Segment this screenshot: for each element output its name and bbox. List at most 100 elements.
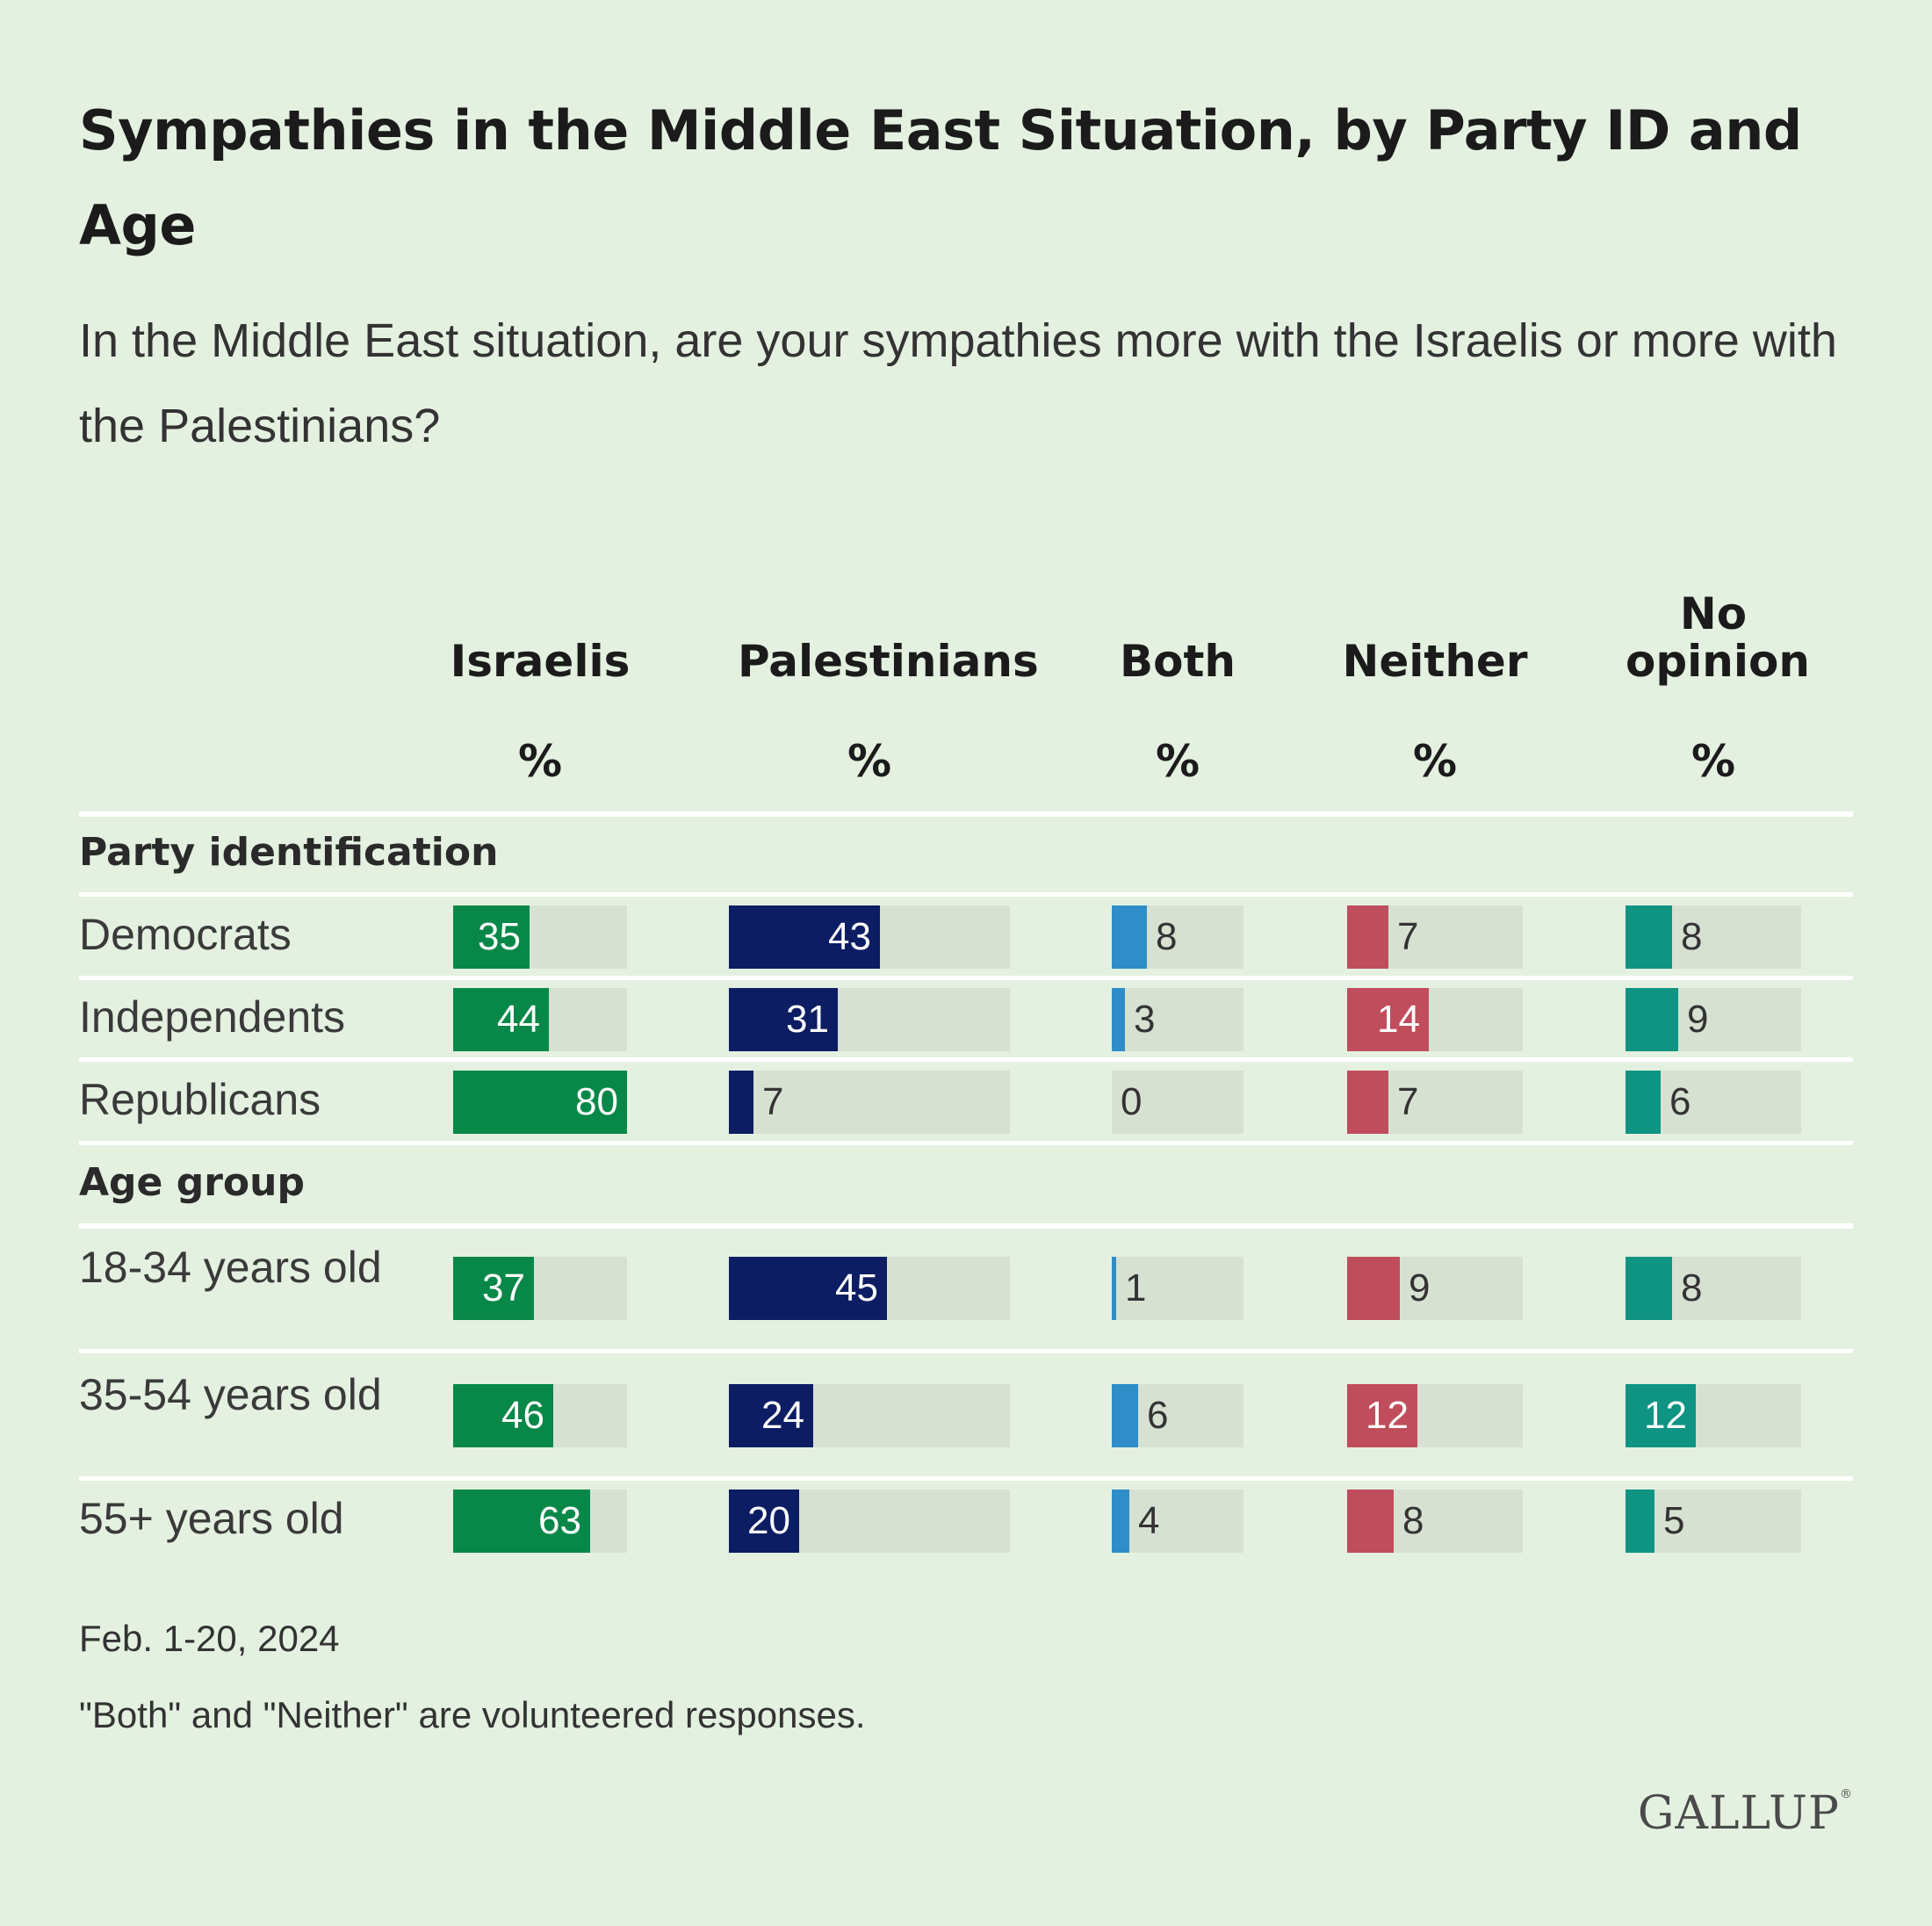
divider — [79, 976, 1853, 980]
bar-track: 80 — [453, 1071, 627, 1134]
bar-no-opinion — [1626, 1071, 1661, 1134]
column-header-no-opinion: No opinion — [1582, 562, 1845, 685]
value-label: 45 — [835, 1266, 878, 1309]
bar-palestinians — [729, 1384, 813, 1447]
value-label: 8 — [1681, 1266, 1703, 1309]
value-label: 7 — [1397, 1080, 1419, 1123]
bar-track: 46 — [453, 1384, 627, 1447]
column-unit-label: % — [1155, 736, 1200, 787]
bar-both — [1112, 905, 1147, 969]
divider — [79, 1349, 1853, 1353]
divider — [79, 892, 1853, 897]
bar-track: 0 — [1112, 1071, 1244, 1134]
bar-track: 7 — [1347, 905, 1523, 969]
column-unit-label: % — [1412, 736, 1458, 787]
column-header-label: No opinion — [1626, 588, 1810, 687]
bar-track: 14 — [1347, 988, 1523, 1051]
value-label: 9 — [1687, 998, 1709, 1041]
bar-israelis — [453, 1384, 553, 1447]
row-label: Republicans — [79, 1075, 321, 1124]
bar-track: 3 — [1112, 988, 1244, 1051]
bar-palestinians — [729, 1071, 753, 1134]
value-label: 8 — [1681, 915, 1703, 958]
group-label-age-group: Age group — [79, 1160, 305, 1205]
row-label: 35-54 years old — [79, 1370, 382, 1419]
bar-israelis — [453, 1257, 534, 1320]
value-label: 9 — [1409, 1266, 1431, 1309]
bar-track: 12 — [1347, 1384, 1523, 1447]
value-label: 0 — [1121, 1080, 1143, 1123]
bar-no-opinion — [1626, 1257, 1672, 1320]
row-label: Democrats — [79, 910, 292, 959]
column-header-label: Israelis — [450, 636, 631, 687]
value-label: 8 — [1402, 1499, 1424, 1542]
column-header-palestinians: Palestinians — [738, 562, 1039, 687]
bar-both — [1112, 988, 1125, 1051]
bar-track: 20 — [729, 1490, 1010, 1553]
bar-israelis — [453, 1071, 627, 1134]
column-header-label: Palestinians — [738, 636, 1039, 687]
value-label: 3 — [1134, 998, 1156, 1041]
bar-track: 7 — [1347, 1071, 1523, 1134]
value-label: 4 — [1138, 1499, 1160, 1542]
bar-no-opinion — [1626, 1490, 1654, 1553]
bar-neither — [1347, 1071, 1388, 1134]
bar-track: 12 — [1626, 1384, 1801, 1447]
bar-palestinians — [729, 988, 838, 1051]
bar-israelis — [453, 1490, 590, 1553]
bar-track: 37 — [453, 1257, 627, 1320]
bar-track: 35 — [453, 905, 627, 969]
divider — [79, 1141, 1853, 1145]
bar-israelis — [453, 905, 530, 969]
value-label: 37 — [482, 1266, 525, 1309]
bar-track: 8 — [1626, 905, 1801, 969]
row-label: 55+ years old — [79, 1494, 344, 1543]
value-label: 12 — [1366, 1394, 1409, 1437]
bar-neither — [1347, 1490, 1394, 1553]
divider — [79, 1476, 1853, 1481]
value-label: 5 — [1663, 1499, 1685, 1542]
divider — [79, 1057, 1853, 1062]
column-header-label: Neither — [1342, 636, 1528, 687]
column-header-both: Both — [1046, 562, 1309, 685]
gallup-logo: GALLUP® — [1637, 1787, 1853, 1840]
column-unit-label: % — [1690, 736, 1736, 787]
bar-no-opinion — [1626, 1384, 1696, 1447]
bar-palestinians — [729, 1490, 799, 1553]
column-header-israelis: Israelis — [408, 562, 672, 685]
value-label: 63 — [538, 1499, 581, 1542]
row-label: Independents — [79, 992, 346, 1042]
bar-track: 8 — [1347, 1490, 1523, 1553]
bar-track: 8 — [1626, 1257, 1801, 1320]
value-label: 80 — [575, 1080, 618, 1123]
column-header-neither: Neither — [1303, 562, 1567, 685]
bar-palestinians — [729, 1257, 887, 1320]
bar-both — [1112, 1257, 1116, 1320]
value-label: 35 — [478, 915, 521, 958]
value-label: 46 — [501, 1394, 544, 1437]
bar-track: 44 — [453, 988, 627, 1051]
value-label: 43 — [828, 915, 871, 958]
value-label: 24 — [761, 1394, 804, 1437]
value-label: 20 — [747, 1499, 790, 1542]
value-label: 1 — [1125, 1266, 1147, 1309]
bar-track: 45 — [729, 1257, 1010, 1320]
bar-track: 4 — [1112, 1490, 1244, 1553]
bar-track: 6 — [1626, 1071, 1801, 1134]
divider — [79, 1223, 1853, 1229]
chart-title: Sympathies in the Middle East Situation,… — [79, 98, 1802, 257]
bar-track: 24 — [729, 1384, 1010, 1447]
bar-neither — [1347, 1384, 1417, 1447]
row-label: 18-34 years old — [79, 1243, 382, 1292]
value-label: 8 — [1156, 915, 1178, 958]
value-label: 14 — [1377, 998, 1420, 1041]
column-header-label: Both — [1120, 636, 1236, 687]
divider — [79, 812, 1853, 817]
column-unit-label: % — [847, 736, 892, 787]
value-label: 6 — [1669, 1080, 1691, 1123]
bar-track: 5 — [1626, 1490, 1801, 1553]
bar-neither — [1347, 905, 1388, 969]
bar-neither — [1347, 988, 1429, 1051]
value-label: 12 — [1644, 1394, 1687, 1437]
bar-neither — [1347, 1257, 1400, 1320]
